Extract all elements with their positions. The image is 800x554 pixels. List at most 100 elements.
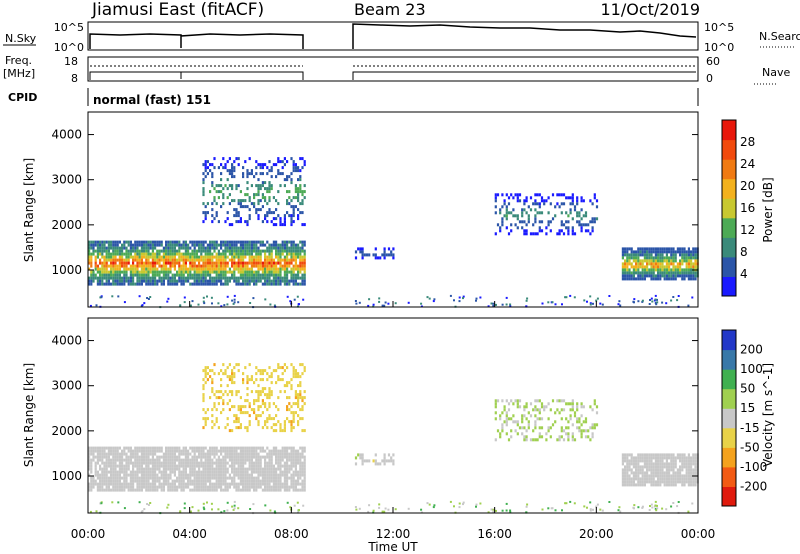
velocity-cell <box>162 479 165 483</box>
power-cell <box>242 246 245 250</box>
power-cell <box>105 276 108 280</box>
velocity-cell <box>129 479 132 483</box>
velocity-cell <box>211 408 214 412</box>
velocity-cell <box>237 408 240 412</box>
power-cell <box>242 255 245 259</box>
power-cell <box>637 268 640 272</box>
velocity-cell <box>165 458 168 462</box>
power-cell <box>368 253 371 257</box>
power-cell <box>637 271 640 275</box>
velocity-cell <box>657 477 660 481</box>
velocity-cell <box>184 473 187 477</box>
power-cell <box>182 273 185 277</box>
power-cell <box>213 255 216 259</box>
velocity-cell <box>674 471 677 475</box>
velocity-cell <box>136 479 139 483</box>
power-cell <box>261 163 264 167</box>
velocity-cell <box>202 479 205 483</box>
power-cell <box>151 273 154 277</box>
velocity-cell <box>237 426 240 430</box>
power-cell <box>270 258 273 262</box>
velocity-cell <box>233 458 236 462</box>
velocity-cell <box>301 488 304 492</box>
velocity-cell <box>145 446 148 450</box>
power-cell <box>193 246 196 250</box>
power-cell <box>248 261 251 265</box>
power-cell <box>665 247 668 251</box>
power-cell <box>250 249 253 253</box>
velocity-cell <box>217 426 220 430</box>
velocity-cell <box>624 477 627 481</box>
velocity-cell <box>674 477 677 481</box>
velocity-cell <box>182 458 185 462</box>
velocity-cell <box>560 429 563 433</box>
power-cell <box>279 172 282 176</box>
power-cell <box>224 270 227 274</box>
power-cell <box>659 271 662 275</box>
velocity-cell <box>694 459 697 463</box>
power-cell <box>94 255 97 259</box>
power-cell <box>176 252 179 256</box>
power-cell <box>125 240 128 244</box>
power-cell <box>501 223 504 227</box>
power-cell <box>202 202 205 206</box>
velocity-cell <box>253 455 256 459</box>
power-cell <box>639 262 642 266</box>
power-cell <box>643 247 646 251</box>
velocity-cell <box>123 488 126 492</box>
velocity-cell <box>580 432 583 436</box>
velocity-cell <box>191 467 194 471</box>
power-cell <box>105 270 108 274</box>
velocity-cell <box>659 483 662 487</box>
power-cell <box>178 261 181 265</box>
velocity-cell <box>213 482 216 486</box>
velocity-cell <box>301 429 304 433</box>
velocity-cell <box>210 502 213 505</box>
power-cell <box>138 270 141 274</box>
power-cell <box>361 253 364 257</box>
power-cell <box>277 270 280 274</box>
velocity-cell <box>526 503 529 506</box>
velocity-cell <box>290 387 293 391</box>
velocity-cell <box>127 488 130 492</box>
power-cell <box>521 220 524 224</box>
power-cell <box>292 282 295 286</box>
velocity-cell <box>231 467 234 471</box>
power-cell <box>624 274 627 278</box>
power-cell <box>624 265 627 269</box>
velocity-cell <box>213 452 216 456</box>
velocity-cell <box>193 467 196 471</box>
power-cell <box>184 252 187 256</box>
velocity-cell <box>556 438 559 442</box>
power-cell <box>149 240 152 244</box>
power-cell <box>525 211 528 215</box>
power-cell <box>505 208 508 212</box>
power-cell <box>114 261 117 265</box>
power-cell <box>569 294 572 297</box>
power-cell <box>292 240 295 244</box>
velocity-cell <box>226 452 229 456</box>
velocity-cell <box>167 452 170 456</box>
velocity-cell <box>681 453 684 457</box>
power-cell <box>101 243 104 247</box>
power-cell <box>162 252 165 256</box>
velocity-cell <box>143 476 146 480</box>
power-cell <box>279 279 282 283</box>
velocity-cell <box>266 476 269 480</box>
colorbar-tick-label: 100 <box>740 362 763 376</box>
power-cell <box>694 247 697 251</box>
velocity-cell <box>162 467 165 471</box>
velocity-cell <box>292 402 295 406</box>
power-cell <box>107 276 110 280</box>
velocity-cell <box>134 476 137 480</box>
velocity-cell <box>303 461 306 465</box>
velocity-cell <box>178 446 181 450</box>
velocity-cell <box>138 488 141 492</box>
power-cell <box>255 246 258 250</box>
power-cell <box>180 243 183 247</box>
velocity-cell <box>378 506 381 509</box>
velocity-cell <box>672 474 675 478</box>
power-cell <box>569 211 572 215</box>
velocity-cell <box>525 438 528 442</box>
power-cell <box>279 261 282 265</box>
